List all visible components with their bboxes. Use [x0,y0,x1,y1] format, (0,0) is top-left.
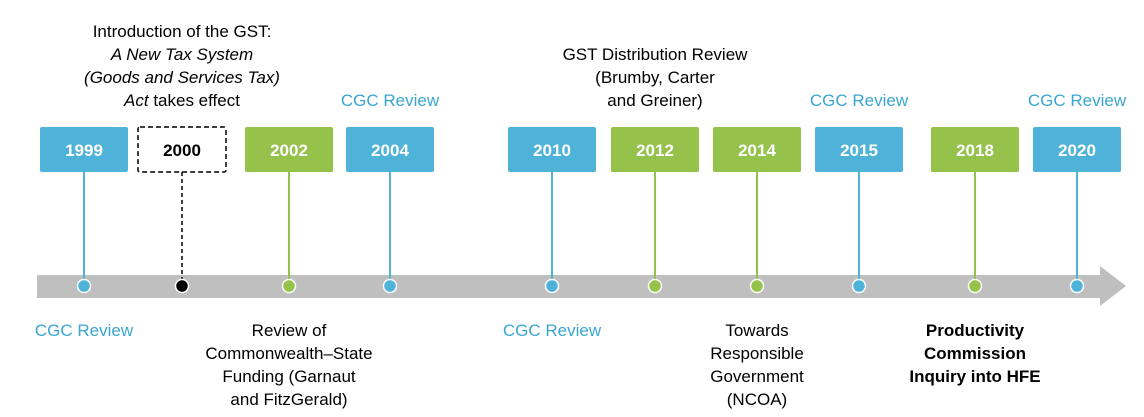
label-below: Inquiry into HFE [909,367,1040,386]
event-dot [382,278,398,294]
label-above: (Goods and Services Tax) [84,68,280,87]
label-run: CGC Review [810,91,909,110]
year-box [40,127,128,172]
label-run: CGC Review [35,321,134,340]
label-run: Introduction of the GST: [93,22,272,41]
label-below: Commission [924,344,1026,363]
label-run: CGC Review [1028,91,1127,110]
label-run: A New Tax System [110,45,253,64]
year-label: 2014 [738,141,776,160]
event-dot [281,278,297,294]
year-box [931,127,1019,172]
year-label: 2010 [533,141,571,160]
label-above: Act takes effect [123,91,240,110]
label-run: CGC Review [503,321,602,340]
event-dot [851,278,867,294]
label-above: Introduction of the GST: [93,22,272,41]
year-box [1033,127,1121,172]
label-run: (Goods and Services Tax) [84,68,280,87]
year-box [611,127,699,172]
label-run: and FitzGerald) [230,390,347,409]
label-above: GST Distribution Review [563,45,749,64]
label-run: takes effect [149,91,241,110]
event-dot [749,278,765,294]
label-above: CGC Review [810,91,909,110]
year-box [815,127,903,172]
label-below: Review of [252,321,327,340]
year-box [137,126,227,173]
label-above: and Greiner) [607,91,702,110]
year-label: 2002 [270,141,308,160]
label-below: Towards [725,321,788,340]
year-box [508,127,596,172]
label-run: and Greiner) [607,91,702,110]
year-label: 2000 [163,141,201,160]
label-below: Commonwealth–State [205,344,372,363]
label-below: CGC Review [35,321,134,340]
year-box [245,127,333,172]
label-run: Inquiry into HFE [909,367,1040,386]
event-dot [967,278,983,294]
label-run: Commission [924,344,1026,363]
year-label: 2004 [371,141,409,160]
label-run: CGC Review [341,91,440,110]
label-run: Review of [252,321,327,340]
label-below: (NCOA) [727,390,787,409]
year-label: 2015 [840,141,878,160]
label-run: Act [123,91,150,110]
event-dot [544,278,560,294]
label-run: Productivity [926,321,1025,340]
year-label: 2020 [1058,141,1096,160]
year-label: 1999 [65,141,103,160]
label-run: Government [710,367,804,386]
year-box [713,127,801,172]
event-dot [174,278,190,294]
label-above: A New Tax System [110,45,253,64]
label-run: Funding (Garnaut [222,367,356,386]
label-below: Government [710,367,804,386]
label-below: CGC Review [503,321,602,340]
label-below: Productivity [926,321,1025,340]
event-dot [647,278,663,294]
label-run: Towards [725,321,788,340]
event-dot [76,278,92,294]
year-label: 2012 [636,141,674,160]
timeline-arrow [37,266,1126,306]
label-run: (Brumby, Carter [595,68,715,87]
year-label: 2018 [956,141,994,160]
event-dot [1069,278,1085,294]
label-above: CGC Review [1028,91,1127,110]
label-run: GST Distribution Review [563,45,749,64]
year-box [346,127,434,172]
label-above: CGC Review [341,91,440,110]
label-below: and FitzGerald) [230,390,347,409]
label-run: Commonwealth–State [205,344,372,363]
label-run: Responsible [710,344,804,363]
label-run: (NCOA) [727,390,787,409]
label-below: Responsible [710,344,804,363]
label-below: Funding (Garnaut [222,367,356,386]
label-above: (Brumby, Carter [595,68,715,87]
